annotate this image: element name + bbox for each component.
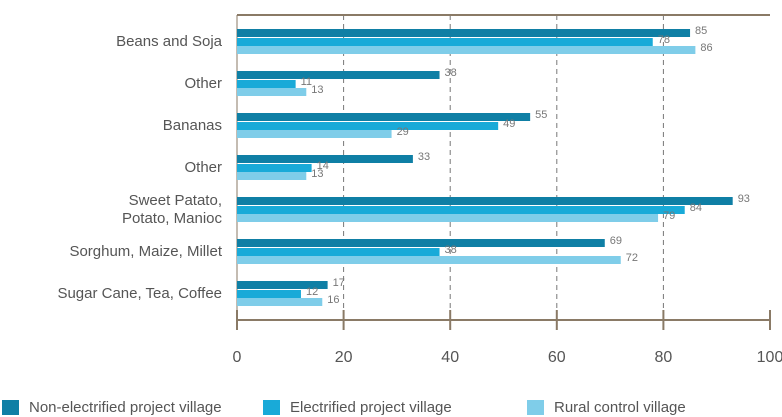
- category-label: Other: [184, 75, 222, 92]
- value-label: 84: [690, 202, 702, 214]
- x-tick-label: 40: [441, 349, 459, 366]
- bar: [237, 256, 621, 264]
- legend-swatch: [527, 400, 544, 415]
- legend-label: Non-electrified project village: [29, 399, 222, 416]
- x-tick-label: 100: [757, 349, 782, 366]
- bar: [237, 248, 440, 256]
- value-label: 29: [397, 126, 409, 138]
- value-label: 17: [333, 277, 345, 289]
- category-label: Other: [184, 159, 222, 176]
- bar: [237, 214, 659, 222]
- bar: [237, 29, 691, 37]
- bar: [237, 298, 323, 306]
- x-tick-label: 60: [548, 349, 566, 366]
- legend-swatch: [2, 400, 19, 415]
- bar: [237, 164, 312, 172]
- category-label: Beans and Soja: [116, 33, 223, 50]
- x-tick-label: 0: [233, 349, 242, 366]
- value-label: 16: [327, 294, 339, 306]
- bar: [237, 130, 392, 138]
- bar: [237, 239, 605, 247]
- bar: [237, 155, 413, 163]
- legend-label: Electrified project village: [290, 399, 452, 416]
- value-label: 12: [306, 286, 318, 298]
- category-label: Bananas: [163, 117, 222, 134]
- value-label: 69: [610, 235, 622, 247]
- bar: [237, 113, 531, 121]
- value-label: 11: [301, 76, 312, 88]
- bar: [237, 197, 733, 205]
- bar: [237, 38, 653, 46]
- value-label: 86: [700, 42, 712, 54]
- value-label: 72: [626, 252, 638, 264]
- bar: [237, 172, 307, 180]
- value-label: 55: [535, 109, 547, 121]
- value-label: 13: [311, 84, 323, 96]
- category-label: Sugar Cane, Tea, Coffee: [57, 285, 222, 302]
- bar: [237, 80, 296, 88]
- legend-label: Rural control village: [554, 399, 686, 416]
- legend-swatch: [263, 400, 280, 415]
- bar: [237, 206, 685, 214]
- value-label: 38: [445, 244, 457, 256]
- bar: [237, 290, 301, 298]
- value-label: 79: [663, 210, 675, 222]
- bar: [237, 88, 307, 96]
- category-label: Sweet Patato, Potato, Manioc: [122, 192, 223, 227]
- bar: [237, 71, 440, 79]
- value-label: 78: [658, 34, 670, 46]
- value-label: 85: [695, 25, 707, 37]
- value-label: 33: [418, 151, 430, 163]
- x-tick-label: 20: [335, 349, 353, 366]
- bar: [237, 122, 499, 130]
- bar: [237, 281, 328, 289]
- bar: [237, 46, 696, 54]
- value-label: 93: [738, 193, 750, 205]
- x-tick-label: 80: [655, 349, 673, 366]
- value-label: 49: [503, 118, 515, 130]
- value-label: 13: [311, 168, 323, 180]
- value-label: 14: [317, 160, 329, 172]
- category-label: Sorghum, Maize, Millet: [69, 243, 222, 260]
- value-label: 38: [445, 67, 457, 79]
